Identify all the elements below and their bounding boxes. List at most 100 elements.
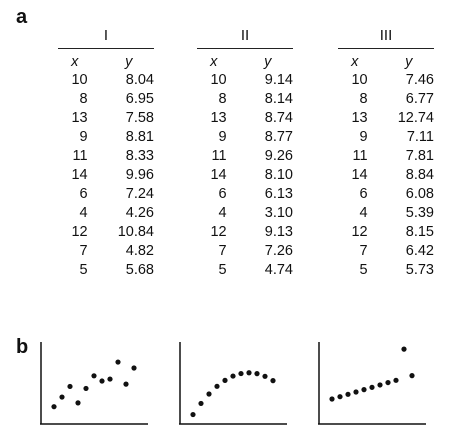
table-row: 8 6.95 [58,90,154,109]
x-value: 7 [218,243,227,259]
y-value: 12.74 [397,110,434,126]
y-value: 6.13 [264,186,293,202]
x-value: 4 [218,205,227,221]
y-column-header: y [405,54,413,70]
y-column-header: y [125,54,133,70]
table-row: 13 7.58 [58,109,154,128]
x-value: 14 [210,167,227,183]
y-value: 8.74 [264,110,293,126]
x-value: 10 [351,72,368,88]
data-point [198,400,204,407]
data-point [99,378,105,384]
table-row: 7 6.42 [338,242,434,261]
data-point [115,359,121,365]
x-value: 12 [351,224,368,240]
data-point [254,371,260,377]
x-value: 6 [218,186,227,202]
scatter-plot-iii-svg [318,342,426,425]
data-point [190,411,196,418]
y-column-header: y [264,54,272,70]
table-row: 11 9.26 [197,147,293,166]
y-value: 4.82 [125,243,154,259]
x-value: 8 [359,91,368,107]
x-value: 4 [79,205,88,221]
x-value: 13 [210,110,227,126]
x-value: 10 [71,72,88,88]
table-row: 8 6.77 [338,90,434,109]
x-column-header: x [351,54,359,70]
data-point [361,387,367,393]
table-row: 5 5.73 [338,261,434,280]
table-row: 7 7.26 [197,242,293,261]
table-row: 10 7.46 [338,71,434,90]
dataset-title: II [240,27,250,44]
y-value: 8.33 [125,148,154,164]
table-row: 6 6.08 [338,185,434,204]
y-value: 8.81 [125,129,154,145]
x-value: 11 [72,148,88,164]
table-row: 14 8.10 [197,166,293,185]
data-point [75,400,81,406]
y-value: 6.77 [405,91,434,107]
y-value: 4.74 [264,262,293,278]
dataset-title: III [379,27,393,44]
x-value: 5 [218,262,227,278]
table-row: 11 7.81 [338,147,434,166]
y-value: 8.15 [405,224,434,240]
table-row: 10 8.04 [58,71,154,90]
y-value: 8.14 [264,91,293,107]
x-value: 13 [351,110,368,126]
y-value: 6.08 [405,186,434,202]
y-value: 7.81 [405,148,434,164]
scatter-plot-ii [179,342,287,425]
x-value: 11 [352,148,368,164]
data-point [262,373,268,379]
data-point [329,396,335,402]
table-row: 10 9.14 [197,71,293,90]
x-value: 7 [79,243,88,259]
dataset-table-ii: II x y 10 9.14 8 8.14 13 8.74 9 8.77 11 9.26 14 8.10 6 6… [197,26,293,280]
data-point [353,389,359,395]
x-value: 9 [79,129,88,145]
table-row: 13 12.74 [338,109,434,128]
scatter-plot-i [40,342,148,425]
data-point [409,373,415,379]
data-point [401,346,407,352]
panel-b-label: b [16,336,29,358]
header-rule [338,48,434,49]
table-row: 12 8.15 [338,223,434,242]
data-point [83,385,89,392]
table-row: 5 5.68 [58,261,154,280]
data-point [206,391,212,397]
data-point [385,379,391,386]
table-row: 9 8.81 [58,128,154,147]
table-row: 13 8.74 [197,109,293,128]
table-row: 6 7.24 [58,185,154,204]
x-value: 8 [79,91,88,107]
data-point [214,383,220,389]
x-value: 4 [359,205,368,221]
table-row: 9 7.11 [338,128,434,147]
table-row: 4 5.39 [338,204,434,223]
y-value: 4.26 [125,205,154,221]
y-value: 5.68 [125,262,154,278]
x-column-header: x [71,54,79,70]
table-row: 11 8.33 [58,147,154,166]
y-value: 3.10 [264,205,293,221]
scatter-plot-i-svg [40,342,148,425]
x-value: 5 [79,262,88,278]
x-value: 14 [71,167,88,183]
table-row: 7 4.82 [58,242,154,261]
y-value: 9.14 [264,72,293,88]
x-value: 7 [359,243,368,259]
y-value: 7.11 [406,129,434,145]
x-value: 12 [71,224,88,240]
dataset-table-iii: III x y 10 7.46 8 6.77 13 12.74 9 7.11 11 7.81 14 8.84… [338,26,434,280]
data-point [230,373,236,379]
data-point [222,377,228,383]
data-point [131,365,137,371]
panel-a-label: a [16,6,28,28]
data-point [91,373,97,379]
data-point [377,382,383,388]
